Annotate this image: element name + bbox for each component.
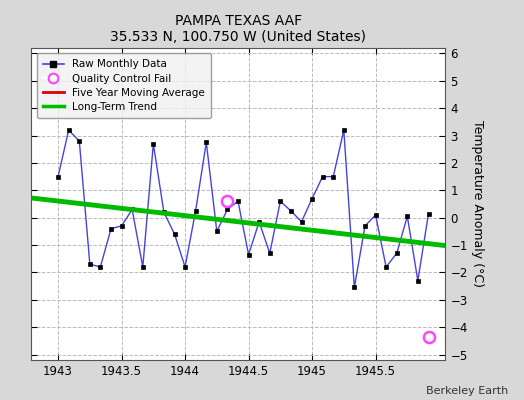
Y-axis label: Temperature Anomaly (°C): Temperature Anomaly (°C) xyxy=(471,120,484,288)
Text: Berkeley Earth: Berkeley Earth xyxy=(426,386,508,396)
Title: PAMPA TEXAS AAF
35.533 N, 100.750 W (United States): PAMPA TEXAS AAF 35.533 N, 100.750 W (Uni… xyxy=(111,14,366,44)
Legend: Raw Monthly Data, Quality Control Fail, Five Year Moving Average, Long-Term Tren: Raw Monthly Data, Quality Control Fail, … xyxy=(37,53,211,118)
